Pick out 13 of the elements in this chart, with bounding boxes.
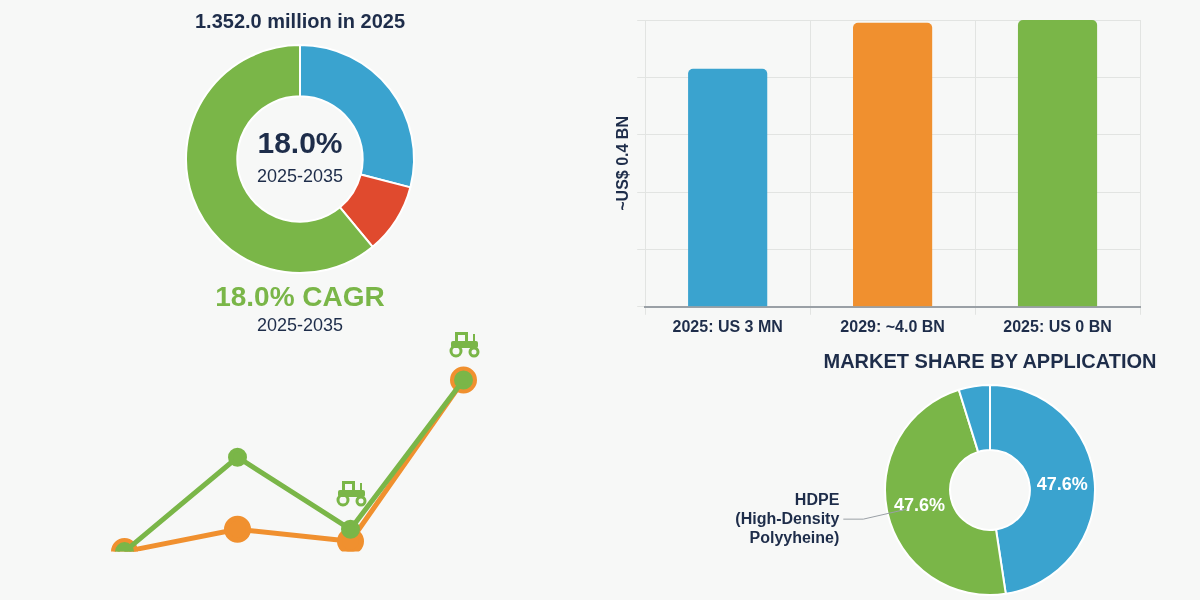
- text: 18.0% CAGR: [215, 280, 385, 312]
- data-label: 47.6%: [893, 495, 945, 516]
- slice-label: HDPE (High-Density Polyyheine): [735, 490, 840, 546]
- text: 2025-2035: [256, 314, 344, 335]
- text: 2025-2035: [256, 165, 344, 186]
- x-tick-label: 2025: US 3 MN: [672, 317, 783, 335]
- y-axis-title: ~US$ 0.4 BN: [614, 116, 632, 211]
- chart-title: MARKET SHARE BY APPLICATION: [823, 349, 1157, 372]
- x-tick-label: 2029: ~4.0 BN: [840, 317, 945, 335]
- data-label: 47.6%: [1036, 473, 1088, 494]
- text: 18.0%: [257, 126, 343, 160]
- chart-title: 1.352.0 million in 2025: [194, 9, 406, 32]
- x-tick-label: 2025: US 0 BN: [1003, 317, 1112, 335]
